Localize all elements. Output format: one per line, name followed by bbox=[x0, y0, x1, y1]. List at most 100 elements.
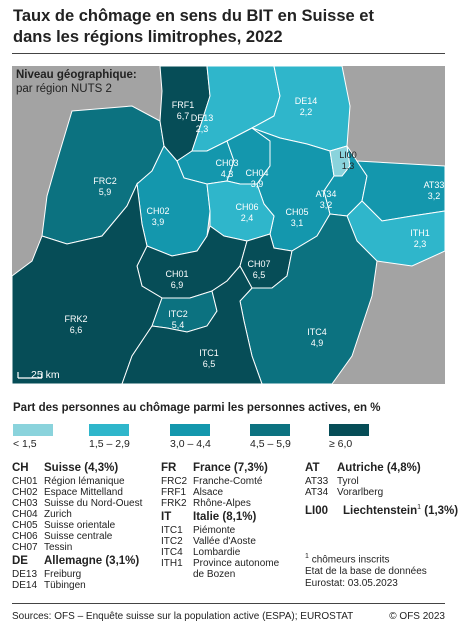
legend-label-1: < 1,5 bbox=[13, 438, 37, 450]
region-label-CH02-code: CH02 bbox=[146, 206, 169, 216]
list-item: FRC2 Franche-Comté bbox=[161, 476, 263, 487]
region-label-CH06-value: 2,4 bbox=[241, 213, 254, 223]
region-label-ITC2-value: 5,4 bbox=[172, 320, 185, 330]
title-line-2: dans les régions limitrophes, 2022 bbox=[13, 28, 283, 46]
footnote-text: chômeurs inscrits bbox=[311, 554, 390, 566]
region-FRK2 bbox=[12, 182, 163, 384]
group-code: LI00 bbox=[305, 504, 329, 517]
scale-bar bbox=[17, 372, 43, 379]
status-line-2: Eurostat: 03.05.2023 bbox=[305, 578, 398, 589]
list-item: FRK2 Rhône-Alpes bbox=[161, 498, 251, 509]
list-item: CH06 Suisse centrale bbox=[12, 531, 113, 542]
region-label-CH04-value: 3,9 bbox=[251, 179, 264, 189]
legend-label-3: 3,0 – 4,4 bbox=[170, 438, 211, 450]
region-label-AT34-code: AT34 bbox=[316, 189, 337, 199]
list-item: ITC4 Lombardie bbox=[161, 547, 241, 558]
list-item: DE13 Freiburg bbox=[12, 569, 82, 580]
status-line-1: Etat de la base de données bbox=[305, 566, 427, 577]
region-label-ITC1-value: 6,5 bbox=[203, 359, 216, 369]
region-label-LI00-code: LI00 bbox=[339, 150, 357, 160]
list-item: CH05 Suisse orientale bbox=[12, 520, 116, 531]
region-label-ITH1-code: ITH1 bbox=[410, 228, 430, 238]
scale-label: 25 km bbox=[31, 369, 60, 381]
region-label-DE14-value: 2,2 bbox=[300, 107, 313, 117]
region-label-CH03-code: CH03 bbox=[215, 158, 238, 168]
region-label-FRF1-code: FRF1 bbox=[172, 100, 195, 110]
group-header-at: AT Autriche (4,8%) bbox=[305, 462, 421, 475]
group-name: Autriche (4,8%) bbox=[337, 462, 421, 474]
list-item: ITC1 Piémonte bbox=[161, 525, 236, 536]
legend-title: Part des personnes au chômage parmi les … bbox=[13, 402, 381, 414]
list-item: CH03 Suisse du Nord-Ouest bbox=[12, 498, 143, 509]
legend-swatch-2 bbox=[89, 424, 129, 436]
group-pct: (1,3%) bbox=[421, 504, 459, 517]
group-header-de: DE Allemagne (3,1%) bbox=[12, 555, 139, 568]
region-label-DE13-code: DE13 bbox=[191, 113, 214, 123]
group-name: Suisse (4,3%) bbox=[44, 462, 119, 474]
region-label-CH07-value: 6,5 bbox=[253, 270, 266, 280]
region-label-CH05-value: 3,1 bbox=[291, 218, 304, 228]
region-ITC1 bbox=[121, 265, 263, 384]
region-label-ITC4-value: 4,9 bbox=[311, 338, 324, 348]
region-label-DE14-code: DE14 bbox=[295, 96, 318, 106]
region-label-FRK2-code: FRK2 bbox=[64, 314, 87, 324]
legend-swatch-1 bbox=[13, 424, 53, 436]
legend-label-2: 1,5 – 2,9 bbox=[89, 438, 130, 450]
region-label-AT33-code: AT33 bbox=[424, 180, 445, 190]
region-label-ITC4-code: ITC4 bbox=[307, 327, 327, 337]
chart-title: Taux de chômage en sens du BIT en Suisse… bbox=[13, 6, 433, 48]
footer-rule bbox=[12, 603, 445, 604]
region-label-CH01-value: 6,9 bbox=[171, 280, 184, 290]
region-label-CH07-code: CH07 bbox=[247, 259, 270, 269]
level-title: Niveau géographique: bbox=[16, 69, 137, 81]
legend-swatch-5 bbox=[329, 424, 369, 436]
footnote-mark: 1 bbox=[305, 553, 309, 560]
region-label-FRF1-value: 6,7 bbox=[177, 111, 190, 121]
list-item: ITH1 Province autonome bbox=[161, 558, 280, 569]
legend-swatch-4 bbox=[250, 424, 290, 436]
copyright: © OFS 2023 bbox=[389, 611, 445, 622]
level-subtitle: par région NUTS 2 bbox=[16, 83, 112, 95]
region-label-FRC2-code: FRC2 bbox=[93, 176, 117, 186]
group-code: AT bbox=[305, 462, 320, 474]
list-item: AT34 Vorarlberg bbox=[305, 487, 384, 498]
region-label-AT34-value: 3,2 bbox=[320, 200, 333, 210]
region-label-CH03-value: 4,3 bbox=[221, 169, 234, 179]
legend-label-4: 4,5 – 5,9 bbox=[250, 438, 291, 450]
group-header-ch: CH Suisse (4,3%) bbox=[12, 462, 118, 475]
group-code: DE bbox=[12, 555, 28, 567]
list-item: DE14 Tübingen bbox=[12, 580, 86, 591]
group-code: CH bbox=[12, 462, 29, 474]
region-label-ITC1-code: ITC1 bbox=[199, 348, 219, 358]
list-item: CH04 Zurich bbox=[12, 509, 72, 520]
group-code: IT bbox=[161, 511, 172, 523]
region-label-ITH1-value: 2,3 bbox=[414, 239, 427, 249]
footnote-ref: 1 bbox=[417, 504, 422, 511]
title-rule bbox=[12, 53, 445, 54]
group-header-li: LI00 Liechtenstein1 (1,3%) bbox=[305, 501, 458, 518]
footnote: 1 chômeurs inscrits bbox=[305, 551, 390, 566]
region-label-DE13-value: 2,3 bbox=[196, 124, 209, 134]
region-label-CH02-value: 3,9 bbox=[152, 217, 165, 227]
group-header-fr: FR France (7,3%) bbox=[161, 462, 268, 475]
region-label-CH05-code: CH05 bbox=[285, 207, 308, 217]
region-label-ITC2-code: ITC2 bbox=[168, 309, 188, 319]
group-name: France (7,3%) bbox=[193, 462, 268, 474]
list-item: ITC2 Vallée d'Aoste bbox=[161, 536, 256, 547]
list-item: AT33 Tyrol bbox=[305, 476, 359, 487]
group-header-it: IT Italie (8,1%) bbox=[161, 511, 256, 524]
group-name: Liechtenstein bbox=[343, 504, 418, 517]
region-label-CH04-code: CH04 bbox=[245, 168, 268, 178]
group-name: Allemagne (3,1%) bbox=[44, 555, 140, 567]
list-item: CH02 Espace Mittelland bbox=[12, 487, 123, 498]
legend-swatch-3 bbox=[170, 424, 210, 436]
list-item: CH01 Région lémanique bbox=[12, 476, 125, 487]
region-label-AT33-value: 3,2 bbox=[428, 191, 441, 201]
list-item: de Bozen bbox=[193, 569, 236, 580]
region-label-CH01-code: CH01 bbox=[165, 269, 188, 279]
region-label-FRK2-value: 6,6 bbox=[70, 325, 83, 335]
region-CH06 bbox=[206, 180, 275, 242]
legend-label-5: ≥ 6,0 bbox=[329, 438, 353, 450]
